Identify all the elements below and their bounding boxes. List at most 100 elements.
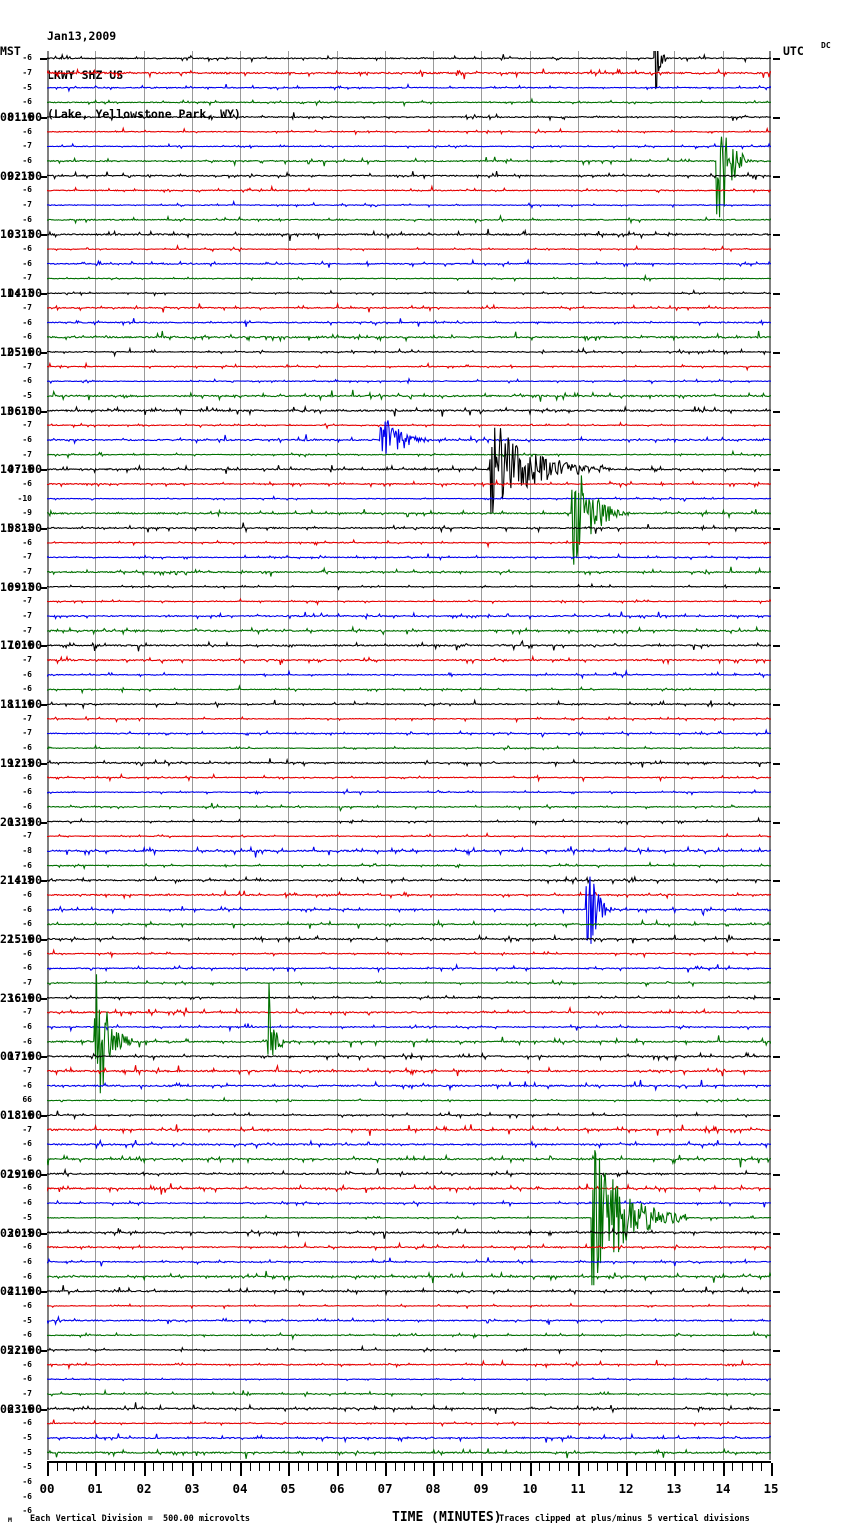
dc-value-51: -6 (22, 802, 32, 811)
dc-value-45: -7 (22, 714, 32, 723)
trace-line-8 (47, 170, 771, 181)
hour-tick-left-15 (40, 939, 47, 941)
dc-value-79: -5 (22, 1213, 32, 1222)
dc-value-76: -6 (22, 1169, 32, 1178)
hour-tick-left-8 (40, 528, 47, 530)
dc-value-75: -6 (22, 1154, 32, 1163)
hour-tick-left-1 (40, 117, 47, 119)
trace-line-53 (47, 832, 771, 839)
dc-value-73: -7 (22, 1125, 32, 1134)
hour-label-mst-1900: 19:00 (7, 1167, 42, 1181)
dc-value-3: -6 (22, 97, 32, 106)
minor-tick-2-1 (153, 1463, 154, 1471)
trace-line-92 (47, 1402, 771, 1414)
major-tick-5-0 (288, 1463, 290, 1476)
minor-tick-7-1 (395, 1463, 396, 1471)
hour-tick-left-20 (40, 1233, 47, 1235)
dc-value-58: -6 (22, 905, 32, 914)
minor-tick-2-3 (172, 1463, 173, 1471)
minor-tick-14-3 (752, 1463, 753, 1471)
dc-value-24: -7 (22, 406, 32, 415)
dc-value-71: 66 (22, 1095, 32, 1104)
hour-tick-right-21 (773, 1291, 780, 1293)
hour-label-mst-2200: 22:00 (7, 1343, 42, 1357)
hour-tick-right-4 (773, 293, 780, 295)
trace-line-49 (47, 772, 771, 783)
hour-tick-right-11 (773, 704, 780, 706)
dc-value-39: -7 (22, 626, 32, 635)
trace-line-89 (47, 1358, 771, 1371)
dc-value-93: -6 (22, 1418, 32, 1427)
gridline-minute-06 (337, 51, 338, 1460)
minor-tick-0-2 (66, 1463, 67, 1471)
minor-tick-5-4 (327, 1463, 328, 1471)
dc-value-32: -1 (22, 523, 32, 532)
minor-tick-14-1 (732, 1463, 733, 1471)
hour-tick-left-2 (40, 176, 47, 178)
scale-note: Each Vertical Division = 500.00 microvol… (30, 1514, 251, 1524)
dc-value-67: -6 (22, 1037, 32, 1046)
dc-value-80: -5 (22, 1228, 32, 1237)
x-axis (47, 1461, 773, 1477)
dc-value-88: -6 (22, 1345, 32, 1354)
dc-value-16: -7 (22, 288, 32, 297)
hour-tick-left-7 (40, 469, 47, 471)
minor-tick-9-3 (510, 1463, 511, 1471)
hour-label-utc-0115: 01:15 (0, 1108, 35, 1122)
hour-label-utc-1815: 18:15 (0, 697, 35, 711)
dc-value-84: -6 (22, 1286, 32, 1295)
hour-tick-left-10 (40, 645, 47, 647)
hour-tick-left-18 (40, 1115, 47, 1117)
dc-value-23: -5 (22, 391, 32, 400)
minor-tick-0-3 (76, 1463, 77, 1471)
gridline-minute-04 (240, 51, 241, 1460)
minor-tick-13-3 (703, 1463, 704, 1471)
trace-line-62 (47, 962, 771, 974)
gridline-minute-13 (674, 51, 675, 1460)
dc-value-40: -6 (22, 640, 32, 649)
hour-label-mst-1700: 17:00 (7, 1049, 42, 1063)
dc-value-17: -7 (22, 303, 32, 312)
hour-tick-right-18 (773, 1115, 780, 1117)
trace-line-91 (47, 1388, 771, 1398)
trace-line-52 (47, 816, 771, 826)
trace-line-27 (47, 449, 771, 460)
hour-label-mst-1300: 13:00 (7, 815, 42, 829)
trace-line-34 (47, 552, 771, 561)
x-tick-label-02: 02 (136, 1481, 152, 1496)
trace-line-46 (47, 728, 771, 738)
hour-tick-right-9 (773, 587, 780, 589)
left-timezone-label: MST (0, 44, 21, 58)
hour-tick-left-11 (40, 704, 47, 706)
x-tick-label-13: 13 (666, 1481, 682, 1496)
minor-tick-5-1 (298, 1463, 299, 1471)
minor-tick-9-4 (520, 1463, 521, 1471)
hour-tick-right-0 (773, 58, 780, 60)
hour-tick-right-22 (773, 1350, 780, 1352)
x-tick-label-07: 07 (377, 1481, 393, 1496)
x-axis-title: TIME (MINUTES) (392, 1510, 502, 1525)
minor-tick-1-2 (115, 1463, 116, 1471)
gridline-minute-14 (723, 51, 724, 1460)
dc-value-89: -6 (22, 1360, 32, 1369)
minor-tick-9-2 (501, 1463, 502, 1471)
minor-tick-1-1 (105, 1463, 106, 1471)
dc-value-10: -7 (22, 200, 32, 209)
hour-label-mst-1100: 11:00 (7, 697, 42, 711)
trace-line-87 (47, 1330, 771, 1341)
helicorder-plot (47, 51, 771, 1460)
x-tick-label-14: 14 (715, 1481, 731, 1496)
hour-label-utc-0615: 06:15 (0, 1402, 35, 1416)
trace-line-95 (47, 1447, 771, 1459)
dc-value-22: -6 (22, 376, 32, 385)
dc-value-81: -6 (22, 1242, 32, 1251)
trace-line-28 (47, 427, 771, 515)
dc-value-97: -6 (22, 1477, 32, 1486)
dc-value-14: -6 (22, 259, 32, 268)
hour-label-mst-2300: 23:00 (7, 1402, 42, 1416)
dc-value-63: -7 (22, 978, 32, 987)
trace-line-59 (47, 918, 771, 929)
hour-tick-right-1 (773, 117, 780, 119)
trace-line-84 (47, 1285, 771, 1297)
hour-tick-left-6 (40, 411, 47, 413)
